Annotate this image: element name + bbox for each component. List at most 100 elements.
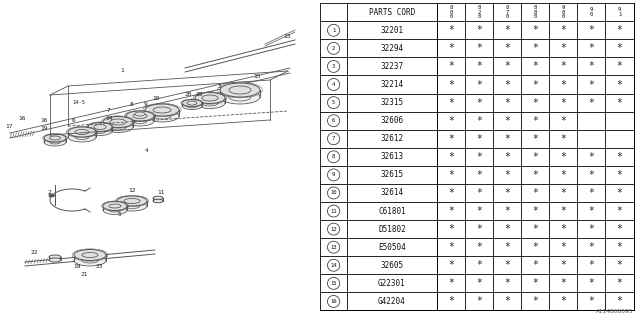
Text: 16: 16 — [40, 117, 47, 123]
Text: *: * — [616, 188, 623, 198]
Text: *: * — [589, 260, 595, 270]
Text: *: * — [561, 242, 566, 252]
Text: *: * — [561, 25, 566, 35]
Ellipse shape — [74, 250, 106, 260]
Text: *: * — [476, 98, 482, 108]
Text: *: * — [532, 98, 538, 108]
Ellipse shape — [124, 198, 140, 204]
Ellipse shape — [49, 140, 61, 144]
Ellipse shape — [110, 119, 126, 125]
Text: 13: 13 — [330, 245, 337, 250]
Text: *: * — [448, 98, 454, 108]
Text: *: * — [616, 79, 623, 90]
Ellipse shape — [135, 112, 145, 116]
Text: *: * — [504, 116, 510, 126]
Text: 5: 5 — [332, 100, 335, 105]
Ellipse shape — [117, 201, 147, 211]
Ellipse shape — [94, 124, 106, 130]
Text: *: * — [561, 296, 566, 307]
Text: A114B00095: A114B00095 — [596, 308, 634, 314]
Ellipse shape — [88, 123, 112, 132]
Ellipse shape — [195, 92, 225, 103]
Text: *: * — [561, 206, 566, 216]
Ellipse shape — [133, 118, 147, 124]
Text: *: * — [532, 206, 538, 216]
Text: *: * — [476, 260, 482, 270]
Text: 32614: 32614 — [380, 188, 404, 197]
Text: 32237: 32237 — [380, 62, 404, 71]
Text: *: * — [561, 170, 566, 180]
Text: 8: 8 — [130, 102, 134, 108]
Text: *: * — [448, 296, 454, 307]
Ellipse shape — [103, 202, 127, 211]
Text: *: * — [589, 170, 595, 180]
Text: *: * — [476, 116, 482, 126]
Text: D51802: D51802 — [378, 225, 406, 234]
Ellipse shape — [153, 199, 163, 203]
Text: 9
0: 9 0 — [590, 7, 593, 17]
Ellipse shape — [145, 110, 179, 122]
Text: 20: 20 — [184, 92, 191, 97]
Text: *: * — [561, 43, 566, 53]
Text: *: * — [589, 61, 595, 71]
Text: 5: 5 — [118, 212, 122, 218]
Ellipse shape — [126, 116, 154, 126]
Text: *: * — [448, 260, 454, 270]
Ellipse shape — [220, 83, 260, 97]
Ellipse shape — [126, 111, 154, 121]
Text: 8
0
0: 8 0 0 — [449, 5, 452, 19]
Ellipse shape — [182, 102, 202, 109]
Text: *: * — [532, 242, 538, 252]
Text: 14: 14 — [105, 116, 113, 121]
Ellipse shape — [103, 122, 133, 132]
Text: 19: 19 — [40, 125, 47, 131]
Ellipse shape — [202, 95, 218, 101]
Text: *: * — [616, 206, 623, 216]
Text: *: * — [561, 260, 566, 270]
Text: 6: 6 — [72, 118, 76, 124]
Ellipse shape — [109, 208, 121, 212]
Text: 16: 16 — [330, 299, 337, 304]
Text: *: * — [616, 25, 623, 35]
Text: 19: 19 — [195, 92, 202, 97]
Text: *: * — [504, 25, 510, 35]
Text: *: * — [561, 278, 566, 288]
Text: *: * — [532, 188, 538, 198]
Text: 12: 12 — [330, 227, 337, 232]
Ellipse shape — [44, 138, 66, 146]
Text: *: * — [532, 43, 538, 53]
Text: *: * — [476, 188, 482, 198]
Text: 12: 12 — [128, 188, 136, 193]
Text: *: * — [589, 206, 595, 216]
Text: *: * — [561, 134, 566, 144]
Text: *: * — [589, 79, 595, 90]
Text: 10: 10 — [152, 95, 159, 100]
Text: *: * — [448, 116, 454, 126]
Text: *: * — [561, 116, 566, 126]
Text: G42204: G42204 — [378, 297, 406, 306]
Ellipse shape — [229, 86, 251, 94]
Ellipse shape — [94, 129, 106, 133]
Text: 32612: 32612 — [380, 134, 404, 143]
Text: *: * — [532, 79, 538, 90]
Ellipse shape — [75, 130, 89, 134]
Text: 1: 1 — [332, 28, 335, 33]
Ellipse shape — [49, 136, 61, 140]
Ellipse shape — [117, 196, 147, 206]
Text: 14-5: 14-5 — [72, 100, 85, 105]
Text: 32606: 32606 — [380, 116, 404, 125]
Text: *: * — [616, 170, 623, 180]
Text: *: * — [532, 152, 538, 162]
Text: *: * — [532, 134, 538, 144]
Text: *: * — [476, 25, 482, 35]
Text: 32613: 32613 — [380, 152, 404, 161]
Text: 32214: 32214 — [380, 80, 404, 89]
Text: 9: 9 — [332, 172, 335, 177]
Text: *: * — [589, 25, 595, 35]
Ellipse shape — [187, 101, 197, 105]
Text: *: * — [532, 61, 538, 71]
Text: 6: 6 — [332, 118, 335, 123]
Ellipse shape — [110, 124, 126, 130]
Text: *: * — [448, 43, 454, 53]
Text: *: * — [532, 170, 538, 180]
